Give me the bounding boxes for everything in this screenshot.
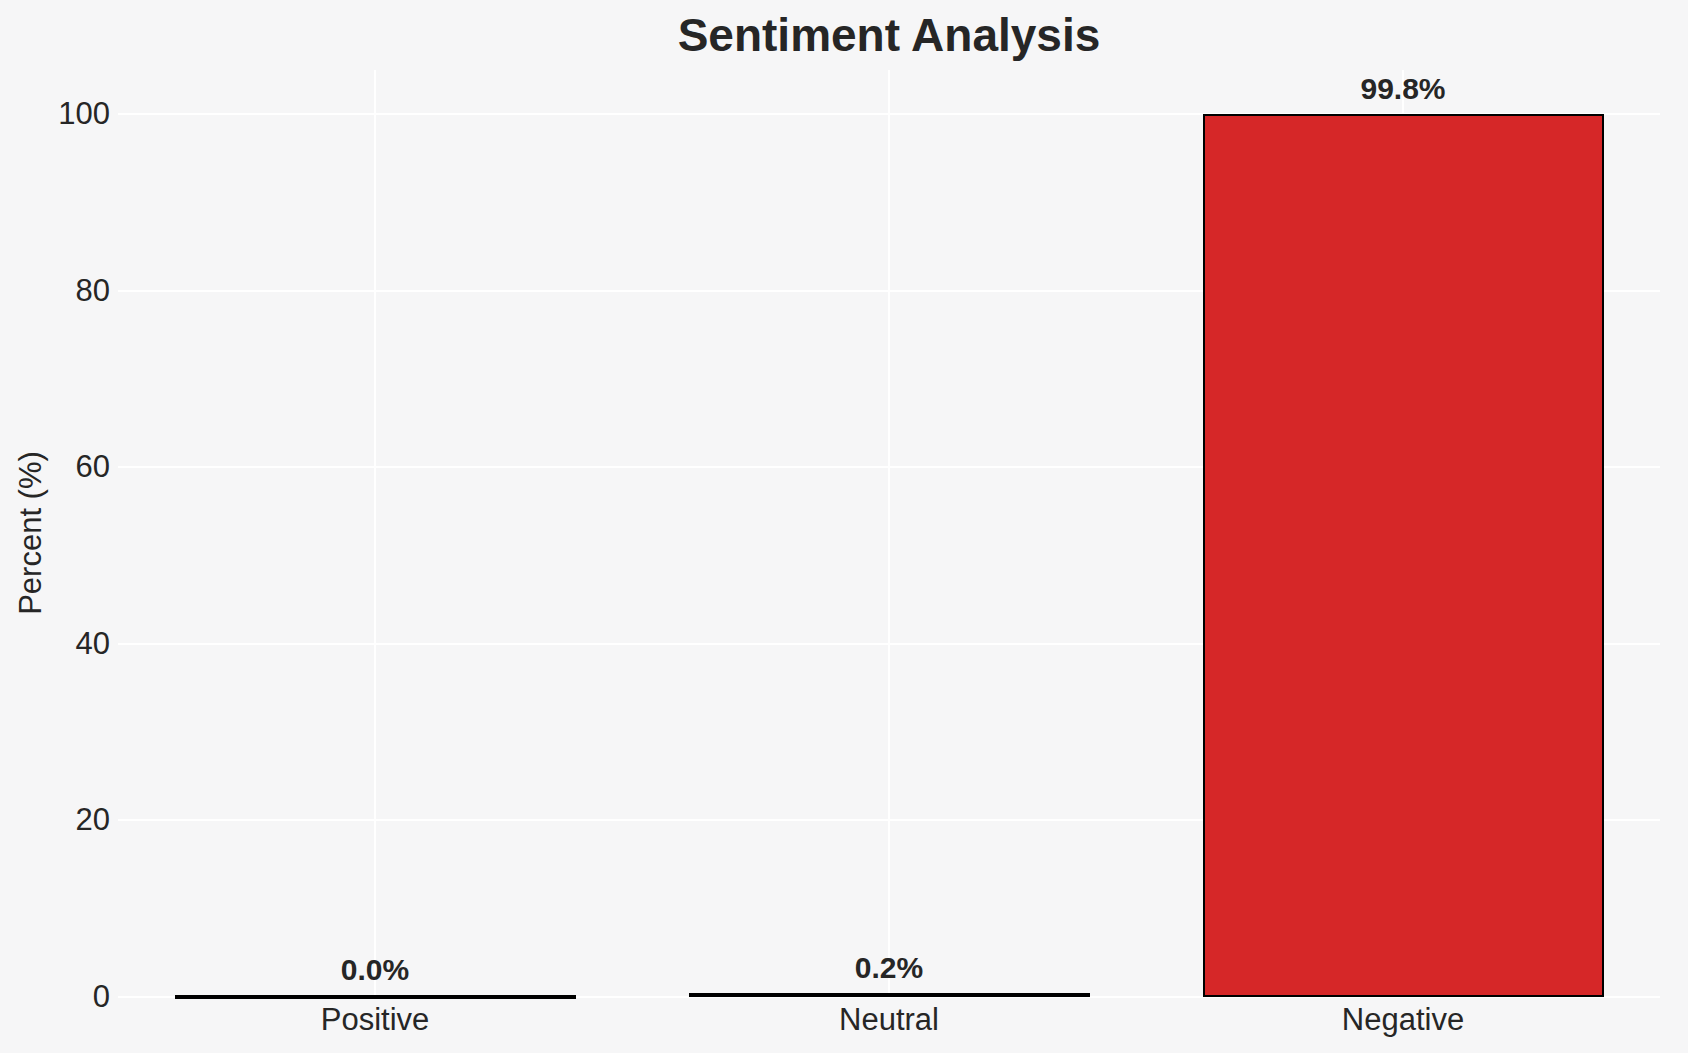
chart-title: Sentiment Analysis	[118, 8, 1660, 62]
x-tick-label-neutral: Neutral	[839, 1002, 939, 1038]
y-tick-label: 0	[93, 979, 110, 1015]
bar-negative	[1203, 114, 1604, 997]
y-tick-label: 80	[76, 273, 110, 309]
y-tick-label: 20	[76, 802, 110, 838]
y-tick-label: 60	[76, 449, 110, 485]
bar-value-label: 0.0%	[341, 953, 409, 987]
gridline-vertical	[374, 70, 376, 997]
x-tick-label-positive: Positive	[321, 1002, 430, 1038]
figure: Sentiment Analysis Percent (%) 0.0% 0.2% 9…	[0, 0, 1688, 1053]
bar-positive	[175, 995, 576, 999]
bar-neutral	[689, 993, 1090, 997]
bar-value-label: 99.8%	[1360, 72, 1445, 106]
y-axis-label: Percent (%)	[13, 451, 49, 615]
x-tick-label-negative: Negative	[1342, 1002, 1464, 1038]
bar-value-label: 0.2%	[855, 951, 923, 985]
gridline-vertical	[888, 70, 890, 997]
plot-area: 0.0% 0.2% 99.8%	[118, 70, 1660, 997]
y-tick-label: 100	[58, 96, 110, 132]
y-tick-label: 40	[76, 626, 110, 662]
